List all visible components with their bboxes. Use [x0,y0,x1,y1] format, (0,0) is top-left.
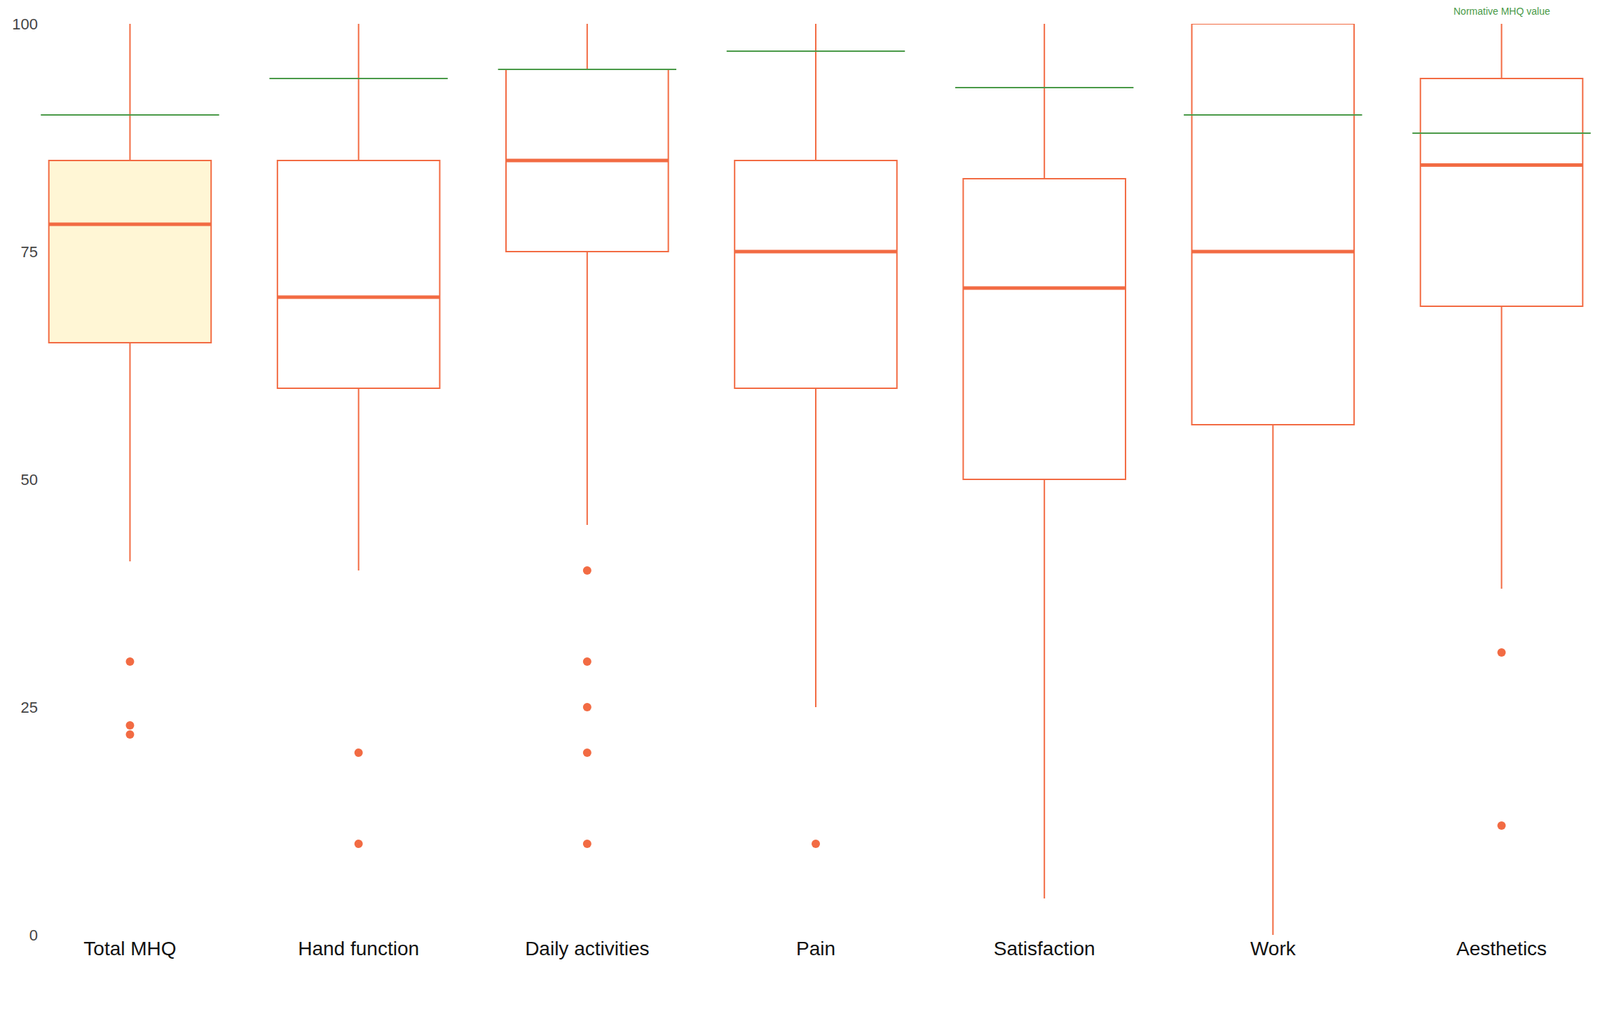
svg-text:Hand function: Hand function [297,937,420,960]
svg-text:Aesthetics: Aesthetics [1456,937,1547,960]
svg-text:100: 100 [11,15,38,33]
svg-text:Normative MHQ value: Normative MHQ value [1453,5,1551,17]
svg-text:50: 50 [21,470,38,489]
svg-text:0: 0 [29,926,38,945]
svg-text:Pain: Pain [796,937,836,960]
svg-text:Satisfaction: Satisfaction [993,937,1096,960]
svg-text:25: 25 [21,698,38,717]
svg-text:75: 75 [21,243,38,261]
svg-text:Work: Work [1250,937,1297,960]
svg-text:Total MHQ: Total MHQ [83,937,176,960]
svg-text:Daily activities: Daily activities [524,937,649,960]
